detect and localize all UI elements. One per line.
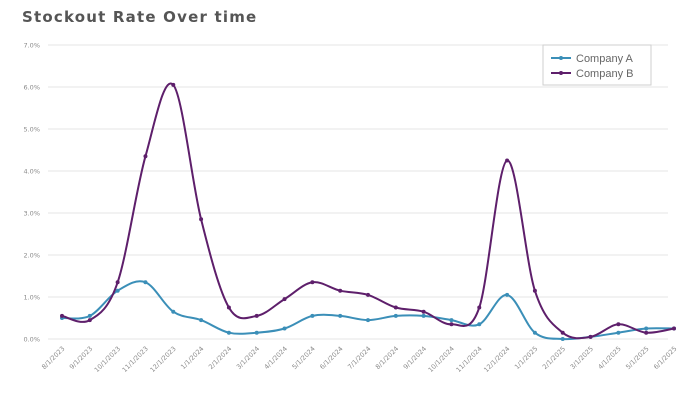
y-tick-label: 6.0%: [23, 84, 40, 92]
data-point: [588, 334, 593, 339]
data-point: [282, 326, 287, 331]
data-point: [366, 318, 370, 323]
series-company-b: [60, 82, 676, 340]
data-point: [171, 82, 176, 87]
data-point: [505, 292, 510, 297]
data-point: [644, 326, 649, 331]
x-tick-label: 8/1/2024: [374, 345, 400, 371]
series-company-a: [60, 280, 676, 341]
x-tick-label: 9/1/2024: [402, 345, 428, 371]
data-point: [366, 292, 370, 297]
x-tick-label: 5/1/2024: [290, 345, 316, 371]
data-point: [254, 313, 259, 318]
data-point: [199, 217, 204, 222]
legend-marker: [559, 71, 563, 75]
data-point: [393, 305, 398, 310]
data-point: [338, 288, 343, 293]
y-tick-label: 5.0%: [23, 126, 40, 134]
x-tick-label: 6/1/2024: [318, 345, 344, 371]
data-point: [115, 288, 120, 293]
grid-layer: [48, 44, 668, 340]
x-tick-label: 10/1/2024: [427, 345, 456, 374]
y-tick-label: 7.0%: [23, 42, 40, 50]
data-point: [477, 305, 482, 310]
x-axis-ticks: 8/1/2023 9/1/202310/1/202311/1/202312/1/2…: [40, 345, 678, 374]
data-point: [310, 313, 315, 318]
x-tick-label: 3/1/2024: [235, 345, 261, 371]
legend: Company A Company B: [542, 44, 652, 86]
chart-title: Stockout Rate Over time: [22, 8, 258, 26]
data-point: [477, 322, 482, 327]
data-point: [560, 330, 565, 335]
legend-label: Company A: [576, 53, 634, 65]
legend-label: Company B: [576, 68, 633, 80]
x-tick-label: 11/1/2023: [121, 345, 150, 374]
data-point: [672, 326, 676, 331]
data-point: [87, 313, 92, 318]
data-point: [115, 280, 120, 285]
x-tick-label: 9/1/2023: [68, 345, 94, 371]
x-tick-label: 6/1/2025: [652, 345, 678, 371]
data-point: [282, 297, 287, 302]
data-point: [532, 330, 537, 335]
data-point: [310, 280, 315, 285]
data-point: [393, 313, 398, 318]
x-tick-label: 4/1/2025: [596, 345, 622, 371]
x-tick-label: 4/1/2024: [263, 345, 289, 371]
series-layer: [60, 82, 676, 341]
x-tick-label: 3/1/2025: [569, 345, 595, 371]
data-point: [338, 313, 343, 318]
y-tick-label: 4.0%: [23, 168, 40, 176]
x-tick-label: 10/1/2023: [93, 345, 122, 374]
y-axis-ticks: 0.0% 1.0% 2.0% 3.0% 4.0% 5.0% 6.0% 7.0%: [23, 42, 40, 344]
data-point: [449, 322, 454, 327]
x-tick-label: 2/1/2024: [207, 345, 233, 371]
data-point: [505, 158, 510, 163]
data-point: [226, 330, 231, 335]
data-point: [421, 313, 426, 318]
y-tick-label: 0.0%: [23, 336, 40, 344]
x-tick-label: 7/1/2024: [346, 345, 372, 371]
x-tick-label: 5/1/2025: [624, 345, 650, 371]
series-line: [61, 280, 675, 341]
series-line: [61, 82, 675, 340]
x-tick-label: 8/1/2023: [40, 345, 66, 371]
data-point: [199, 318, 204, 323]
y-tick-label: 3.0%: [23, 210, 40, 218]
data-point: [226, 305, 231, 310]
data-point: [254, 330, 259, 335]
data-point: [560, 337, 565, 341]
data-point: [421, 309, 426, 314]
y-tick-label: 1.0%: [23, 294, 40, 302]
data-point: [532, 288, 537, 293]
data-point: [143, 154, 148, 159]
legend-box: [542, 44, 652, 86]
x-tick-label: 1/1/2025: [513, 345, 539, 371]
data-point: [644, 330, 649, 335]
data-point: [87, 318, 92, 323]
data-point: [449, 318, 454, 323]
legend-marker: [559, 56, 563, 60]
x-tick-label: 2/1/2025: [541, 345, 567, 371]
x-tick-label: 12/1/2024: [482, 345, 511, 374]
x-tick-label: 11/1/2024: [454, 345, 483, 374]
data-point: [143, 280, 148, 285]
data-point: [60, 313, 64, 318]
data-point: [171, 309, 176, 314]
data-point: [616, 330, 621, 335]
x-tick-label: 1/1/2024: [179, 345, 205, 371]
data-point: [616, 322, 621, 327]
y-tick-label: 2.0%: [23, 252, 40, 260]
x-tick-label: 12/1/2023: [148, 345, 177, 374]
